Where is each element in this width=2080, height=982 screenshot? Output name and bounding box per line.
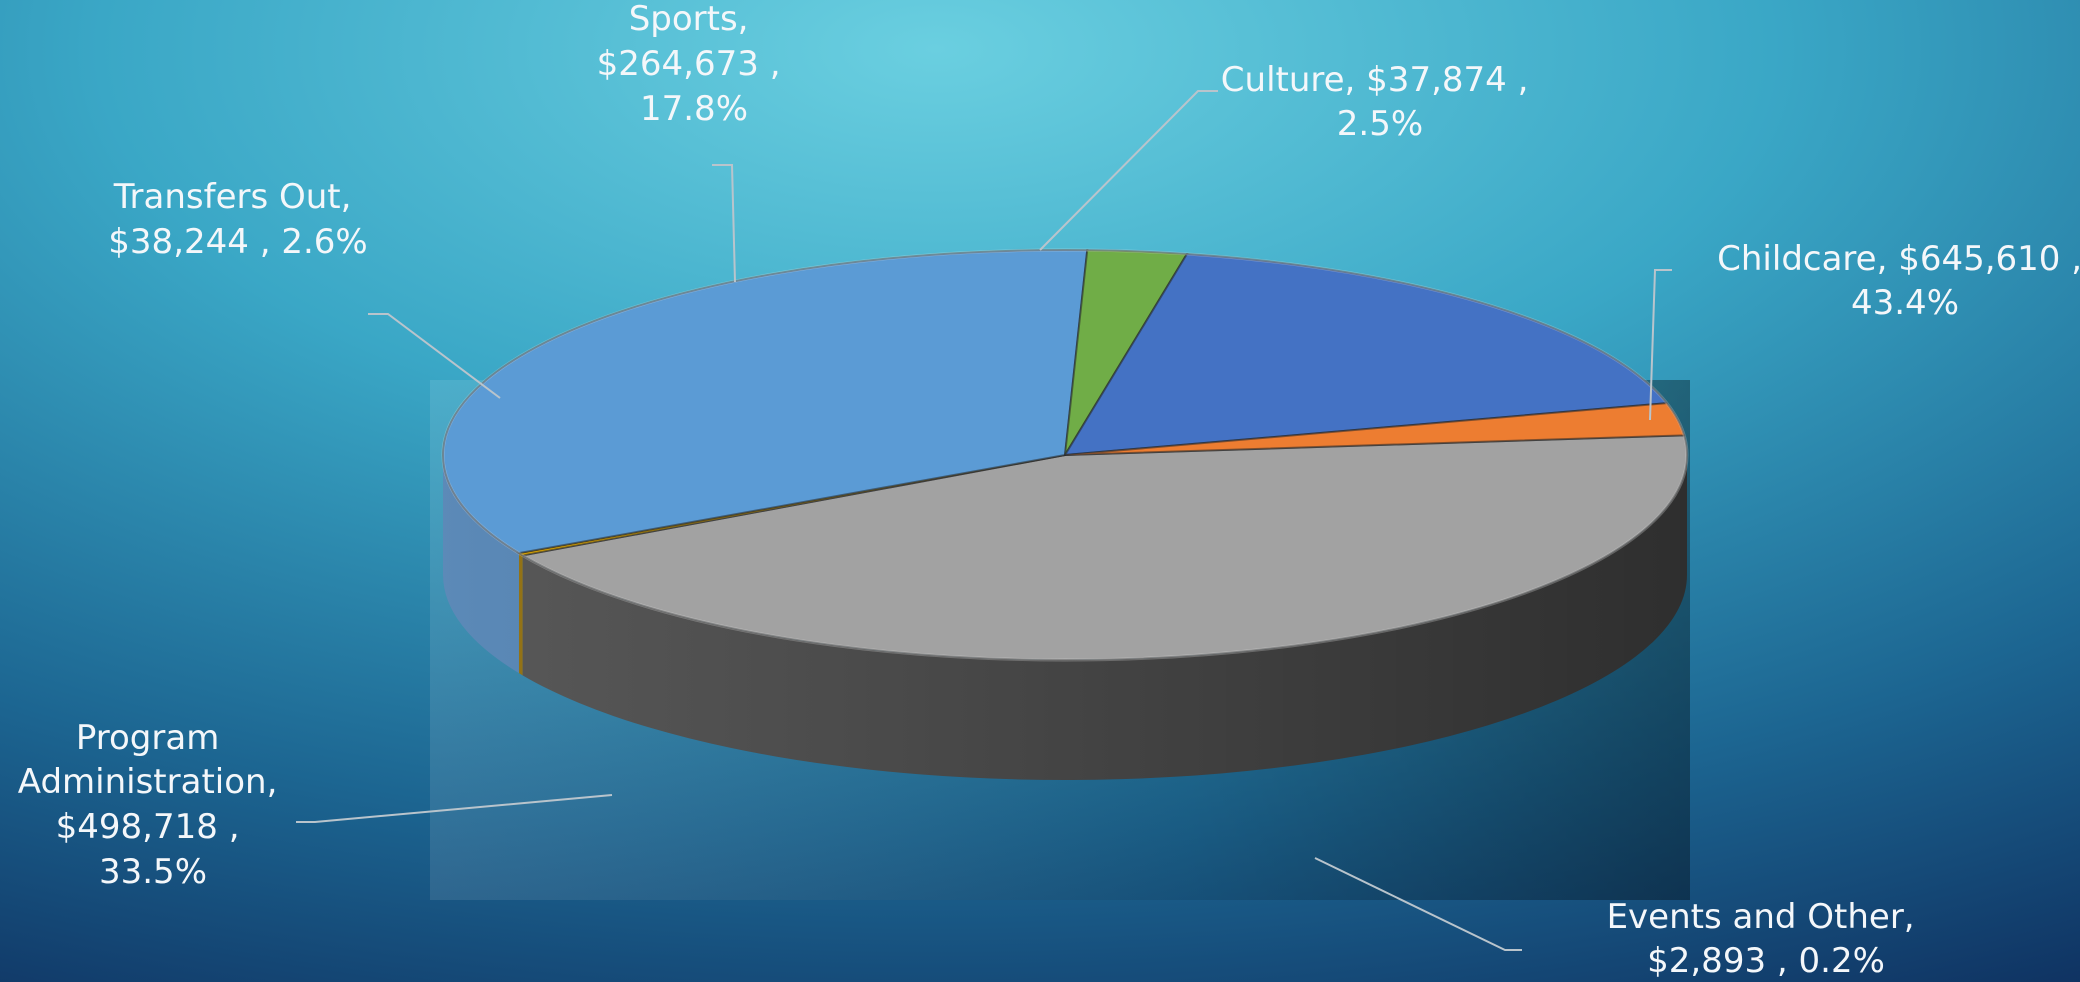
leader-line-sports: [712, 164, 736, 283]
leader-line-events: [1314, 857, 1522, 951]
label-culture: Culture, $37,874 , 2.5%: [1221, 60, 1539, 144]
pie-tops: [441, 248, 1689, 662]
pie-slice-program-administration: [442, 249, 1089, 555]
label-program-administration: Program Administration, $498,718 , 33.5%: [18, 718, 288, 892]
leader-line-childcare: [1649, 269, 1672, 421]
pie-slice-childcare: [519, 434, 1688, 662]
label-childcare: Childcare, $645,610 , 43.4%: [1717, 239, 2080, 323]
leader-line-program: [296, 794, 613, 823]
pie-slice-sports: [1063, 252, 1669, 457]
leader-line-transfers: [368, 313, 501, 399]
label-sports: Sports, $264,673 , 17.8%: [597, 0, 792, 129]
pie-rim-highlight: [441, 248, 1689, 662]
leader-line-culture: [1039, 90, 1218, 251]
pie-side-events-and-other: [518, 553, 523, 676]
label-transfers-out: Transfers Out, $38,244 , 2.6%: [108, 177, 367, 262]
pie-slice-culture: [1064, 402, 1686, 456]
label-events-and-other: Events and Other, $2,893 , 0.2%: [1607, 897, 1926, 981]
leader-lines: [296, 90, 1672, 951]
